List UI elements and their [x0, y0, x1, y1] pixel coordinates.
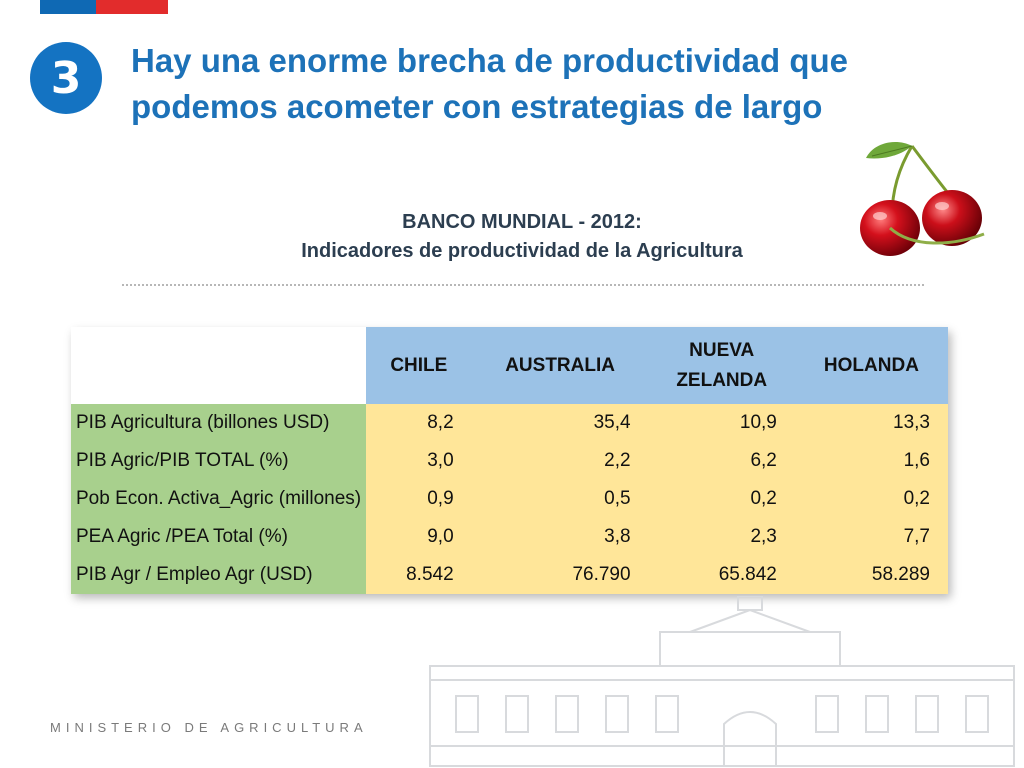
- table-cell: 2,3: [648, 518, 795, 556]
- table-cell: 35,4: [471, 404, 649, 442]
- table-cell: 0,2: [794, 480, 948, 518]
- row-label: PIB Agricultura (billones USD): [71, 404, 366, 442]
- row-label: Pob Econ. Activa_Agric (millones): [71, 480, 366, 518]
- table-header-row: CHILE AUSTRALIA NUEVA ZELANDA HOLANDA: [71, 327, 948, 404]
- table-cell: 9,0: [366, 518, 472, 556]
- slide-title: Hay una enorme brecha de productividad q…: [131, 42, 848, 125]
- table-cell: 0,5: [471, 480, 649, 518]
- flag-bar-blue: [40, 0, 96, 14]
- table-cell: 3,8: [471, 518, 649, 556]
- table-row: PIB Agricultura (billones USD) 8,2 35,4 …: [71, 404, 948, 442]
- table-row: PIB Agr / Empleo Agr (USD) 8.542 76.790 …: [71, 556, 948, 594]
- row-label: PIB Agr / Empleo Agr (USD): [71, 556, 366, 594]
- table-cell: 13,3: [794, 404, 948, 442]
- table-cell: 8.542: [366, 556, 472, 594]
- header-cell: HOLANDA: [794, 327, 948, 404]
- table-cell: 8,2: [366, 404, 472, 442]
- header-line2: ZELANDA: [676, 369, 768, 391]
- table-cell: 65.842: [648, 556, 795, 594]
- table-row: Pob Econ. Activa_Agric (millones) 0,9 0,…: [71, 480, 948, 518]
- header-line1: NUEVA: [689, 339, 755, 361]
- table-cell: 3,0: [366, 442, 472, 480]
- header-line1: CHILE: [390, 354, 448, 376]
- table-cell: 0,9: [366, 480, 472, 518]
- row-label: PEA Agric /PEA Total (%): [71, 518, 366, 556]
- table-cell: 1,6: [794, 442, 948, 480]
- slide-number-badge: 3: [30, 42, 102, 114]
- footer-ministry: MINISTERIO DE AGRICULTURA: [50, 720, 368, 735]
- table-cell: 2,2: [471, 442, 649, 480]
- flag-bar-red: [96, 0, 168, 14]
- table-cell: 6,2: [648, 442, 795, 480]
- flag-color-bar: [40, 0, 168, 14]
- header-cell: CHILE: [366, 327, 472, 404]
- row-label: PIB Agric/PIB TOTAL (%): [71, 442, 366, 480]
- header-line1: AUSTRALIA: [505, 354, 615, 376]
- caption-source: BANCO MUNDIAL - 2012:: [402, 211, 642, 233]
- header-cell: AUSTRALIA: [471, 327, 649, 404]
- dotted-divider: [122, 284, 924, 286]
- cherry-icon: [860, 142, 985, 256]
- government-building-icon: [429, 596, 1015, 767]
- header-cell: NUEVA ZELANDA: [648, 327, 795, 404]
- table-cell: 10,9: [648, 404, 795, 442]
- header-line1: HOLANDA: [823, 354, 919, 376]
- table-cell: 0,2: [648, 480, 795, 518]
- table-cell: 7,7: [794, 518, 948, 556]
- table-caption: BANCO MUNDIAL - 2012: Indicadores de pro…: [120, 208, 924, 266]
- productivity-table: CHILE AUSTRALIA NUEVA ZELANDA HOLANDA PI…: [71, 327, 948, 594]
- table-cell: 76.790: [471, 556, 649, 594]
- header-blank-cell: [71, 327, 366, 404]
- caption-description: Indicadores de productividad de la Agric…: [301, 240, 743, 262]
- table-row: PEA Agric /PEA Total (%) 9,0 3,8 2,3 7,7: [71, 518, 948, 556]
- table-row: PIB Agric/PIB TOTAL (%) 3,0 2,2 6,2 1,6: [71, 442, 948, 480]
- table-cell: 58.289: [794, 556, 948, 594]
